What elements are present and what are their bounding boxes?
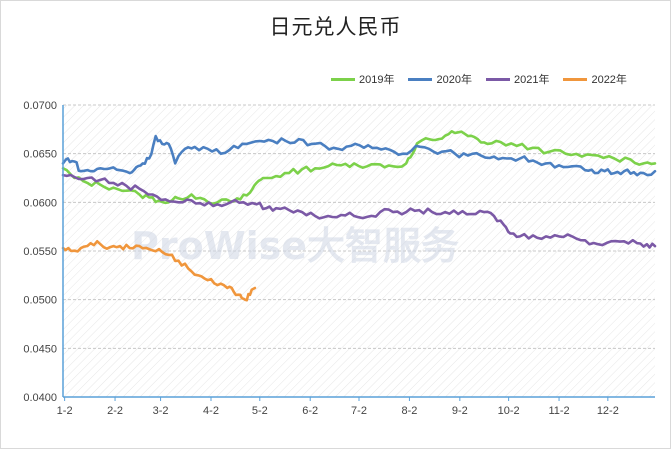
x-tick-label: 7-2 [351, 405, 367, 417]
y-tick-label: 0.0600 [23, 197, 57, 209]
y-tick-label: 0.0400 [23, 392, 57, 404]
chart-legend: 2019年 2020年 2021年 2022年 [331, 71, 627, 87]
x-tick-label: 8-2 [401, 405, 417, 417]
legend-item-2021: 2021年 [485, 71, 550, 87]
legend-item-2020: 2020年 [408, 71, 472, 87]
x-tick-label: 3-2 [153, 405, 169, 417]
x-tick-label: 1-2 [57, 405, 73, 417]
legend-label-2022: 2022年 [591, 74, 627, 86]
legend-item-2019: 2019年 [331, 71, 394, 87]
series-lines [61, 130, 657, 302]
y-tick-label: 0.0550 [23, 246, 57, 258]
legend-label-2021: 2021年 [513, 74, 550, 86]
series-line-2022 [61, 240, 257, 302]
x-tick-label: 5-2 [252, 405, 268, 417]
y-tick-label: 0.0650 [23, 149, 57, 161]
legend-swatch-2021 [485, 77, 510, 81]
y-axis-ticks: 0.0400 0.0450 0.0500 0.0550 0.0600 0.0650 0.07… [23, 100, 57, 404]
y-tick-label: 0.0450 [23, 343, 57, 355]
legend-swatch-2020 [408, 77, 433, 81]
legend-label-2019: 2019年 [359, 74, 395, 86]
y-tick-label: 0.0500 [23, 295, 57, 307]
x-axis-ticks: 1-2 2-2 3-2 4-2 5-2 6-2 7-2 8-2 9-2 10-2 11-2 12-2 [57, 397, 619, 417]
watermark: ProWise大智服务 [131, 224, 459, 268]
legend-item-2022: 2022年 [563, 71, 627, 87]
x-tick-label: 11-2 [548, 405, 569, 417]
x-tick-label: 9-2 [452, 405, 468, 417]
series-line-2020 [61, 134, 657, 177]
legend-label-2020: 2020年 [436, 74, 472, 86]
legend-swatch-2019 [331, 77, 355, 81]
x-tick-label: 4-2 [203, 405, 219, 417]
x-tick-label: 2-2 [107, 405, 123, 417]
chart-title: 日元兑人民币 [269, 15, 402, 39]
x-tick-label: 6-2 [302, 405, 318, 417]
x-tick-label: 12-2 [597, 405, 619, 417]
x-tick-label: 10-2 [498, 405, 520, 417]
legend-swatch-2022 [563, 77, 588, 81]
y-tick-label: 0.0700 [23, 100, 57, 112]
series-line-2019 [61, 130, 657, 206]
series-line-2021 [61, 173, 657, 249]
